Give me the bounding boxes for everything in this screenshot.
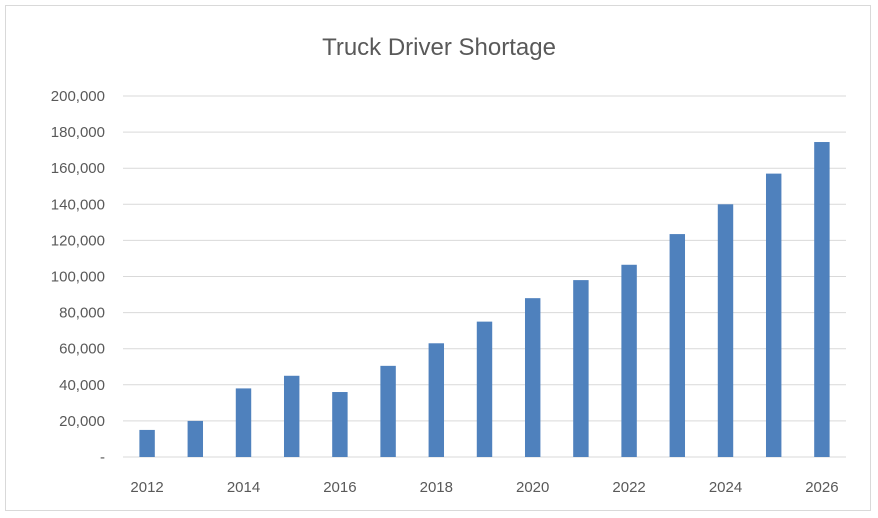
- axes: - 20,000 40,000 60,000 80,000 100,000 120,000 1…: [51, 88, 839, 496]
- bars: [139, 142, 830, 458]
- bar-2022: [621, 264, 637, 457]
- bar-2021: [573, 280, 589, 457]
- bar-2020: [524, 298, 541, 457]
- bar-2023: [669, 234, 686, 457]
- chart-plot: - 20,000 40,000 60,000 80,000 100,000 120,000 1…: [51, 88, 846, 496]
- chart-title: Truck Driver Shortage: [322, 34, 556, 61]
- y-tick-label: 40,000: [59, 377, 105, 394]
- y-tick-label: 100,000: [51, 269, 105, 286]
- bar-2013: [187, 420, 204, 457]
- x-tick-label: 2016: [323, 479, 356, 496]
- y-tick-label: -: [100, 449, 105, 466]
- bar-2018: [428, 343, 445, 457]
- bar-2024: [717, 204, 734, 457]
- x-tick-label: 2022: [612, 479, 645, 496]
- y-tick-label: 140,000: [51, 196, 105, 213]
- bar-2025: [765, 173, 782, 458]
- y-tick-label: 160,000: [51, 160, 105, 177]
- bar-2017: [380, 365, 396, 457]
- y-tick-label: 180,000: [51, 124, 105, 141]
- bar-2012: [139, 429, 155, 457]
- y-tick-label: 60,000: [59, 341, 105, 358]
- bar-2015: [283, 375, 300, 457]
- bar-2019: [476, 321, 493, 457]
- y-tick-label: 200,000: [51, 88, 105, 105]
- x-tick-label: 2024: [709, 479, 742, 496]
- bar-2016: [332, 392, 348, 457]
- x-tick-label: 2014: [227, 479, 260, 496]
- bar-2026: [814, 142, 830, 457]
- x-tick-label: 2026: [805, 479, 838, 496]
- x-tick-label: 2020: [516, 479, 549, 496]
- y-tick-label: 20,000: [59, 413, 105, 430]
- y-tick-label: 120,000: [51, 232, 105, 249]
- x-tick-label: 2018: [420, 479, 453, 496]
- chart-area: Truck Driver Shortage - 20,000 40,000 60,00…: [5, 5, 871, 511]
- bar-2014: [235, 388, 252, 457]
- y-tick-label: 80,000: [59, 305, 105, 322]
- x-tick-label: 2012: [130, 479, 163, 496]
